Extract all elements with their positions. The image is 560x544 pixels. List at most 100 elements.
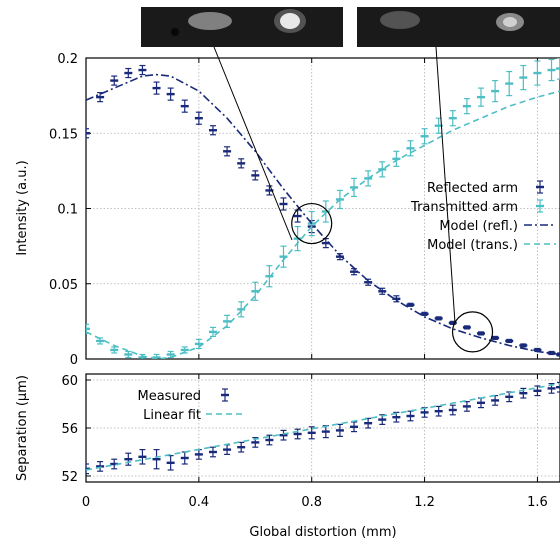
measured-point [462, 401, 471, 412]
reflected-arm-point [350, 268, 359, 276]
bottom-panel-frame [85, 373, 560, 483]
measured-point [208, 446, 217, 458]
top-panel-legend: Reflected arm Transmitted arm Model (refl.… [410, 180, 556, 253]
x-tick-label: 1.6 [527, 495, 548, 510]
reflected-arm-point [124, 67, 133, 79]
legend-item: Measured [137, 388, 229, 404]
measured-point [364, 417, 373, 429]
reflected-arm-point [138, 64, 147, 76]
y-tick-label: 56 [61, 422, 78, 437]
transmitted-arm-point [152, 353, 161, 359]
x-tick-label: 0.4 [189, 495, 210, 510]
transmitted-arm-point [208, 326, 217, 338]
top-panel: 0 0.05 0.1 0.15 0.2 Intensity (a.u.) Reflect… [15, 52, 560, 368]
transmitted-arm-point [392, 150, 401, 167]
measured-point [194, 449, 203, 460]
transmitted-arm-point [462, 98, 471, 115]
transmitted-arm-point [110, 346, 119, 354]
legend-label: Transmitted arm [410, 200, 518, 215]
top-panel-annotations [291, 202, 494, 353]
reflected-arm-point [180, 99, 189, 113]
measured-point [138, 449, 147, 465]
y-tick-label: 52 [61, 470, 78, 485]
reflected-arm-point [491, 335, 500, 341]
transmitted-arm-point [420, 128, 429, 145]
reflected-arm-point [86, 128, 90, 139]
leader-line-right [435, 46, 456, 324]
measured-point [237, 441, 246, 453]
bottom-panel-y-ticks: 52 56 60 [61, 374, 78, 485]
y-tick-label: 0.2 [57, 52, 78, 67]
measured-point [335, 423, 344, 437]
reflected-arm-point [406, 302, 415, 307]
model-trans-line [86, 90, 560, 359]
bottom-panel-series [86, 381, 560, 475]
measured-point [166, 455, 175, 471]
y-tick-label: 0.15 [49, 127, 78, 142]
reflected-arm-point [505, 338, 514, 344]
measured-point [96, 461, 105, 472]
transmitted-arm-point [378, 161, 387, 178]
measured-point [491, 395, 500, 406]
transmitted-arm-point [547, 58, 556, 82]
x-tick-label: 0 [82, 495, 90, 510]
x-axis-label: Global distortion (mm) [249, 525, 396, 540]
reflected-arm-point [110, 75, 119, 86]
model-refl-line [86, 73, 560, 356]
legend-item: Model (refl.) [439, 219, 556, 234]
transmitted-arm-point [556, 58, 560, 80]
legend-label: Reflected arm [427, 181, 518, 196]
highlight-circle [451, 311, 494, 353]
x-tick-label: 0.8 [301, 495, 322, 510]
legend-item: Model (trans.) [427, 238, 556, 253]
reflected-arm-point [251, 170, 260, 181]
measured-point [350, 421, 359, 433]
y-tick-label: 60 [61, 374, 78, 389]
measured-point [265, 434, 274, 446]
y-tick-label: 0.05 [49, 278, 78, 293]
reflected-arm-point [237, 158, 246, 169]
legend-label: Model (refl.) [439, 219, 518, 234]
transmitted-arm-point [237, 301, 246, 318]
transmitted-arm-point [477, 87, 485, 107]
linear-fit-line [86, 382, 560, 471]
reflected-arm-point [462, 325, 471, 330]
measured-point [477, 397, 485, 409]
reflected-arm-point [96, 92, 105, 103]
bottom-panel-x-ticks: 0 0.4 0.8 1.2 1.6 [82, 495, 548, 510]
legend-label: Linear fit [143, 408, 201, 423]
legend-label: Measured [137, 389, 201, 404]
reflected-arm-point [194, 111, 203, 125]
transmitted-arm-point [406, 140, 415, 157]
bottom-panel-legend: Measured Linear fit [137, 388, 244, 423]
reflected-arm-point [434, 316, 443, 321]
reflected-arm-point [378, 287, 387, 295]
reflected-arm-point [519, 343, 528, 348]
highlight-circle [291, 202, 333, 245]
inset-image-right [357, 7, 560, 47]
top-panel-grid [85, 57, 560, 360]
x-tick-label: 1.2 [414, 495, 435, 510]
bottom-panel: 52 56 60 0 0.4 0.8 1.2 1.6 Separation (μm) Glo… [15, 373, 560, 540]
y-tick-label: 0 [70, 353, 78, 368]
measured-point [180, 451, 189, 465]
measured-point [223, 444, 232, 455]
bottom-y-axis-label: Separation (μm) [15, 375, 30, 481]
transmitted-arm-point [321, 200, 330, 223]
reflected-arm-point [279, 197, 288, 211]
measured-point [152, 449, 161, 470]
transmitted-arm-point [533, 60, 542, 86]
measured-point [406, 410, 415, 422]
reflected-arm-point [166, 87, 175, 101]
transmitted-arm-point [293, 225, 302, 252]
top-panel-series [86, 58, 560, 359]
measured-point [420, 407, 429, 418]
legend-item: Reflected arm [427, 180, 544, 196]
measured-point [434, 405, 443, 417]
measured-point [307, 426, 316, 440]
top-y-axis-label: Intensity (a.u.) [15, 160, 30, 255]
measured-point [124, 452, 133, 466]
y-tick-label: 0.1 [57, 203, 78, 218]
transmitted-arm-point [505, 70, 514, 97]
reflected-arm-point [223, 146, 232, 157]
